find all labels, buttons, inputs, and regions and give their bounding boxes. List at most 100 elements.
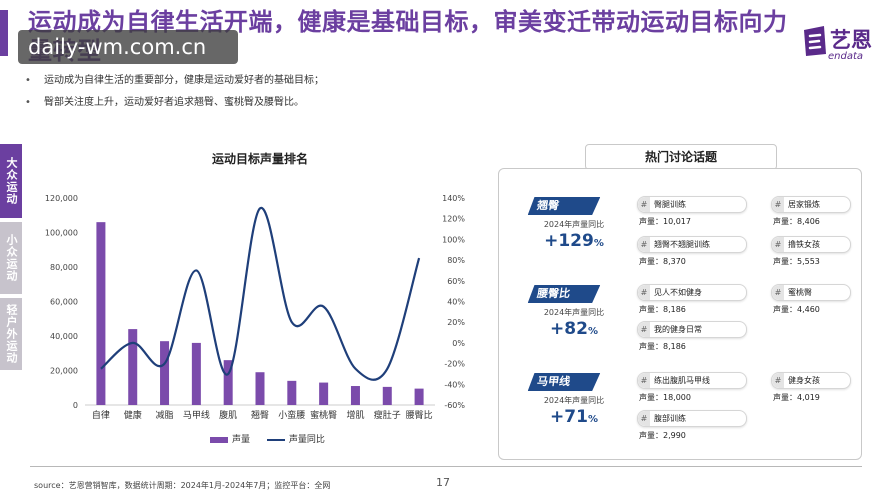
topic-item[interactable]: # 居家锻炼 声量：8,406 bbox=[771, 196, 851, 230]
group-yoy-label: 2024年声量同比 bbox=[543, 308, 605, 317]
legend-label: 声量同比 bbox=[288, 435, 325, 445]
bar-腰臀比 bbox=[414, 388, 424, 405]
topic-volume: 声量：18,000 bbox=[639, 393, 691, 402]
x-tick-label: 健康 bbox=[124, 409, 142, 421]
topic-name: 撸铁女孩 bbox=[788, 240, 820, 249]
topic-name: 健身女孩 bbox=[788, 376, 820, 385]
topic-item[interactable]: # 蜜桃臀 声量：4,460 bbox=[771, 284, 851, 318]
bullet-dot-icon: • bbox=[25, 75, 31, 86]
topic-pill[interactable]: # 翘臀不翘腿训练 bbox=[637, 236, 747, 253]
topic-pill[interactable]: # 撸铁女孩 bbox=[771, 236, 851, 253]
hashtag-icon: # bbox=[638, 237, 650, 252]
hashtag-icon: # bbox=[638, 411, 650, 426]
topic-volume: 声量：10,017 bbox=[639, 217, 691, 226]
bar-瘦肚子 bbox=[382, 386, 392, 405]
x-tick-label: 蜜桃臀 bbox=[310, 409, 337, 421]
topic-name: 腹部训练 bbox=[654, 414, 686, 423]
topic-pill[interactable]: # 居家锻炼 bbox=[771, 196, 851, 213]
topic-pill[interactable]: # 见人不如健身 bbox=[637, 284, 747, 301]
topic-group-yaotunbi: 腰臀比 2024年声量同比 +82% # 见人不如健身 声量：8,186 # 蜜桃臀… bbox=[499, 284, 861, 365]
side-tab-niche-sports[interactable]: 小众运动 bbox=[0, 222, 22, 294]
topic-item[interactable]: # 腹部训练 声量：2,990 bbox=[637, 410, 747, 444]
chart-legend: 声量 声量同比 bbox=[210, 432, 339, 445]
topic-item[interactable]: # 我的健身日常 声量：8,186 bbox=[637, 321, 747, 355]
topic-pill[interactable]: # 蜜桃臀 bbox=[771, 284, 851, 301]
topic-name: 臀腿训练 bbox=[654, 200, 686, 209]
x-tick-label: 翘臀 bbox=[251, 410, 269, 421]
bar-自律 bbox=[96, 222, 106, 405]
y-right-tick-label: 80% bbox=[447, 256, 465, 265]
hashtag-icon: # bbox=[772, 285, 784, 300]
yoy-unit: % bbox=[587, 414, 598, 425]
summary-bullet: • 臀部关注度上升，运动爱好者追求翘臀、蜜桃臀及腰臀比。 bbox=[22, 96, 324, 118]
y-right-tick-label: -40% bbox=[444, 380, 465, 389]
group-yoy-value: +82% bbox=[529, 319, 619, 339]
logo-text-cn: 艺恩 bbox=[830, 28, 872, 52]
yoy-unit: % bbox=[587, 326, 598, 337]
page-number: 17 bbox=[436, 476, 450, 489]
topic-item[interactable]: # 练出腹肌马甲线 声量：18,000 bbox=[637, 372, 747, 406]
watermark: daily-wm.com.cn bbox=[18, 30, 238, 64]
y-left-tick-label: 100,000 bbox=[45, 229, 78, 238]
topic-name: 居家锻炼 bbox=[788, 200, 820, 209]
topics-panel-title: 热门讨论话题 bbox=[585, 144, 777, 170]
group-yoy-label: 2024年声量同比 bbox=[543, 396, 605, 405]
y-right-tick-label: 20% bbox=[447, 318, 465, 327]
topic-volume: 声量：8,186 bbox=[639, 305, 686, 314]
topic-pill[interactable]: # 我的健身日常 bbox=[637, 321, 747, 338]
bar-蜜桃臀 bbox=[319, 382, 329, 405]
volume-ranking-chart: 0 20,000 40,000 60,000 80,000 100,000 120,000 -… bbox=[45, 194, 465, 421]
topic-volume: 声量：8,406 bbox=[773, 217, 820, 226]
topic-pill[interactable]: # 腹部训练 bbox=[637, 410, 747, 427]
bar-马甲线 bbox=[191, 342, 201, 405]
bar-腹肌 bbox=[223, 360, 233, 405]
topic-pill[interactable]: # 臀腿训练 bbox=[637, 196, 747, 213]
y-left-tick-label: 40,000 bbox=[50, 332, 78, 341]
hashtag-icon: # bbox=[772, 373, 784, 388]
topic-item[interactable]: # 见人不如健身 声量：8,186 bbox=[637, 284, 747, 318]
x-tick-label: 增肌 bbox=[346, 409, 364, 421]
topic-name: 我的健身日常 bbox=[654, 325, 702, 334]
side-tab-mass-sports[interactable]: 大众运动 bbox=[0, 144, 22, 218]
bullet-text: 运动成为自律生活的重要部分，健康是运动爱好者的基础目标； bbox=[44, 75, 324, 86]
x-tick-label: 瘦肚子 bbox=[374, 409, 401, 421]
x-tick-label: 减脂 bbox=[156, 409, 174, 421]
y-left-tick-label: 0 bbox=[73, 401, 78, 410]
logo-text-en: endata bbox=[828, 51, 864, 62]
group-yoy-value: +71% bbox=[529, 407, 619, 427]
topic-volume: 声量：8,186 bbox=[639, 342, 686, 351]
yoy-number: +71 bbox=[550, 407, 588, 427]
y-right-tick-label: -20% bbox=[444, 360, 465, 369]
footer-divider bbox=[30, 466, 862, 467]
bullet-dot-icon: • bbox=[25, 97, 31, 108]
topic-pill[interactable]: # 健身女孩 bbox=[771, 372, 851, 389]
yoy-number: +129 bbox=[544, 231, 594, 251]
bar-减脂 bbox=[160, 341, 170, 405]
topic-pill[interactable]: # 练出腹肌马甲线 bbox=[637, 372, 747, 389]
hashtag-icon: # bbox=[772, 197, 784, 212]
group-tag: 马甲线 bbox=[528, 373, 601, 391]
y-left-tick-label: 60,000 bbox=[50, 298, 78, 307]
group-tag: 腰臀比 bbox=[528, 285, 601, 303]
y-left-tick-label: 20,000 bbox=[50, 367, 78, 376]
bar-翘臀 bbox=[255, 372, 265, 405]
topic-item[interactable]: # 健身女孩 声量：4,019 bbox=[771, 372, 851, 406]
topic-group-majiaxian: 马甲线 2024年声量同比 +71% # 练出腹肌马甲线 声量：18,000 # 健… bbox=[499, 372, 861, 453]
topic-item[interactable]: # 撸铁女孩 声量：5,553 bbox=[771, 236, 851, 270]
y-right-tick-label: 60% bbox=[447, 277, 465, 286]
y-right-tick-label: 40% bbox=[447, 298, 465, 307]
topic-item[interactable]: # 臀腿训练 声量：10,017 bbox=[637, 196, 747, 230]
hashtag-icon: # bbox=[638, 322, 650, 337]
y-right-tick-label: 0% bbox=[452, 339, 465, 348]
topic-group-qiaotun: 翘臀 2024年声量同比 +129% # 臀腿训练 声量：10,017 # 居家锻炼… bbox=[499, 196, 861, 277]
brand-logo: 艺恩 endata bbox=[800, 20, 880, 66]
topic-volume: 声量：4,460 bbox=[773, 305, 820, 314]
yoy-unit: % bbox=[593, 238, 604, 249]
side-tab-light-outdoor[interactable]: 轻户外运动 bbox=[0, 298, 22, 370]
hashtag-icon: # bbox=[638, 373, 650, 388]
hashtag-icon: # bbox=[638, 285, 650, 300]
topic-item[interactable]: # 翘臀不翘腿训练 声量：8,370 bbox=[637, 236, 747, 270]
summary-bullet: • 运动成为自律生活的重要部分，健康是运动爱好者的基础目标； bbox=[22, 74, 324, 96]
topic-volume: 声量：2,990 bbox=[639, 431, 686, 440]
hashtag-icon: # bbox=[638, 197, 650, 212]
